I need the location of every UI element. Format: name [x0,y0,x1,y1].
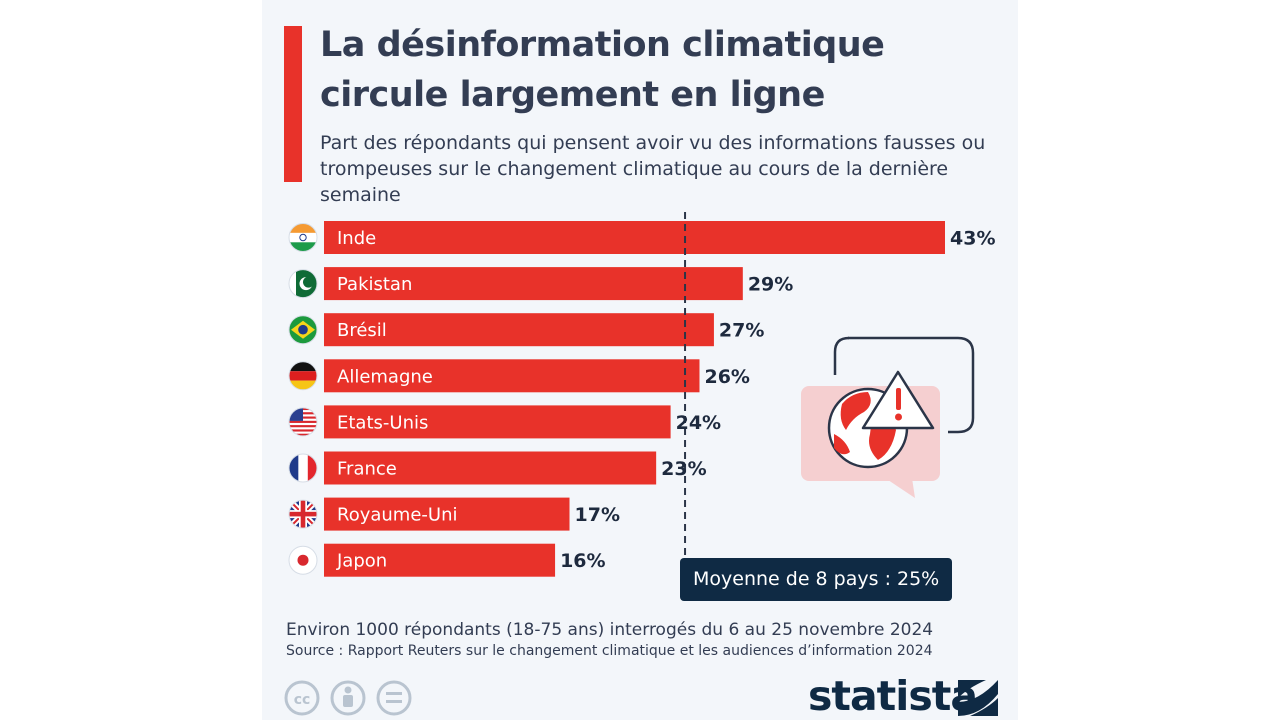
value-label-allemagne: 26% [704,366,749,388]
source-text: Source : Rapport Reuters sur le changeme… [286,643,933,659]
value-label-royaume-uni: 17% [575,504,620,526]
category-label-japon: Japon [336,551,387,572]
uk-flag-icon [288,499,318,529]
germany-flag-icon [288,361,318,391]
bar-inde [324,221,945,254]
france-flag-icon [288,453,318,483]
category-label-inde: Inde [337,228,376,249]
category-label-etats-unis: Etats-Unis [337,412,428,433]
brazil-flag-icon [288,315,318,345]
statista-logo[interactable]: statista [808,672,978,720]
bar-japon [324,543,556,577]
survey-note: Environ 1000 répondants (18-75 ans) inte… [286,620,934,640]
pakistan-flag-icon [288,269,318,299]
license-icons: cc [284,680,412,716]
svg-text:cc: cc [294,692,311,708]
value-label-japon: 16% [560,550,605,572]
value-label-pakistan: 29% [748,274,793,296]
chart-subtitle: Part des répondants qui pensent avoir vu… [320,132,986,206]
category-label-pakistan: Pakistan [337,274,412,295]
india-flag-icon [288,223,318,252]
bar-france [324,451,657,485]
statista-logo-mark [958,680,998,716]
bar-bresil [324,313,714,347]
cc-icon: cc [284,680,320,716]
bar-pakistan [324,267,743,301]
bar-royaume-uni [324,497,570,531]
category-label-royaume-uni: Royaume-Uni [337,505,458,526]
value-label-inde: 43% [950,228,995,250]
chart-title: La désinformation climatique circule lar… [320,25,885,115]
bar-etats-unis [324,405,671,439]
value-label-france: 23% [661,458,706,480]
by-icon [330,680,366,716]
value-label-bresil: 27% [719,320,764,342]
category-label-allemagne: Allemagne [337,366,433,387]
value-label-etats-unis: 24% [676,412,721,434]
nd-icon [376,680,412,716]
globe-warning-speech-bubble-icon [801,336,975,498]
title-accent-bar [284,26,302,182]
category-label-france: France [337,459,397,480]
category-label-bresil: Brésil [337,320,387,341]
usa-flag-icon [288,407,318,437]
japan-flag-icon [288,545,318,575]
bar-allemagne [324,359,700,393]
average-label: Moyenne de 8 pays : 25% [680,558,953,601]
